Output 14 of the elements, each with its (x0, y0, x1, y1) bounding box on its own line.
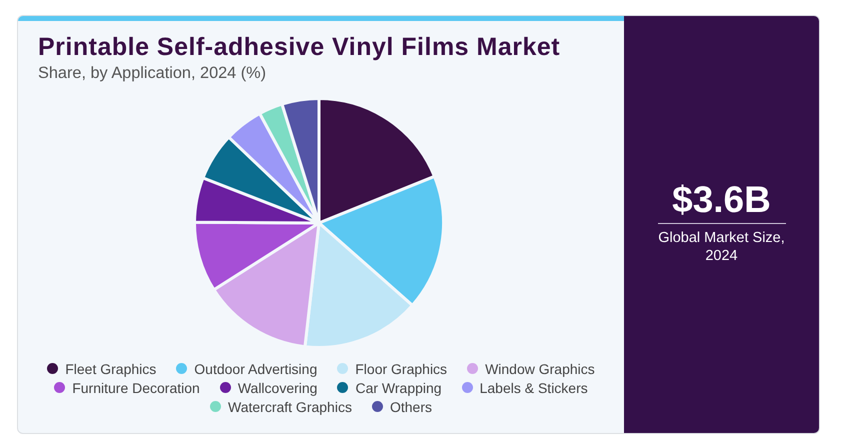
legend-label: Fleet Graphics (65, 360, 156, 376)
legend-label: Others (390, 398, 432, 414)
legend-label: Watercraft Graphics (228, 398, 352, 414)
legend-label: Wallcovering (238, 380, 318, 396)
legend-label: Labels & Stickers (480, 380, 588, 396)
legend-label: Window Graphics (485, 360, 595, 376)
text: $3.6B (672, 179, 771, 221)
text: Global Market Size, 2024 (657, 229, 786, 265)
chart-subtitle: Share, by Application, 2024 (%) (38, 64, 266, 83)
legend-label: Furniture Decoration (72, 380, 200, 396)
legend-label: Car Wrapping (355, 380, 442, 396)
legend-label: Floor Graphics (355, 360, 448, 376)
legend-label: Outdoor Advertising (194, 360, 318, 376)
chart-title: Printable Self-adhesive Vinyl Films Market (38, 33, 560, 62)
